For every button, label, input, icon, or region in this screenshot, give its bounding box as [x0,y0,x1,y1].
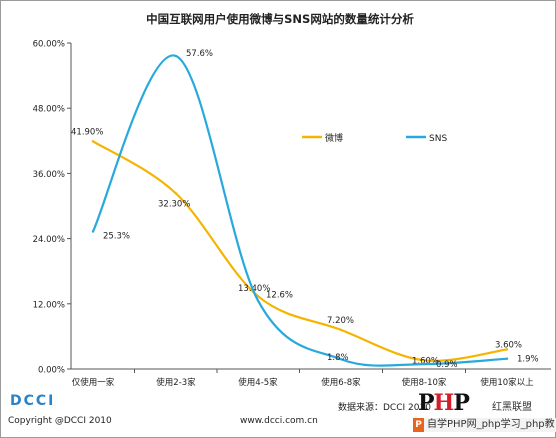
data-label: 32.30% [158,200,190,210]
y-tick-label: 48.00% [33,105,65,115]
axes: 0.00% 12.00% 24.00% 36.00% 48.00% 60.00% 仅使用一家… [33,40,551,388]
y-tick-label: 24.00% [33,235,65,245]
data-point [91,230,95,233]
data-point [505,348,509,351]
watermark-logo: PHP [418,390,470,416]
y-tick-label: 36.00% [33,170,65,180]
data-point [422,359,426,362]
y-tick-label: 12.00% [33,300,65,310]
series-line-weibo [91,140,509,362]
watermark-mark: 红黑联盟 [492,402,532,413]
data-point [256,299,260,302]
data-label: 7.20% [327,316,354,326]
legend-label-weibo: 微博 [325,132,343,144]
watermark-subtitle: 自学PHP网_php学习_php教 [413,418,556,432]
data-point [422,362,426,366]
copyright-text: Copyright @DCCI 2010 [8,416,112,426]
x-tick-label: 使用8-10家 [402,377,447,388]
y-tick-label: 60.00% [33,40,65,50]
data-label: 57.6% [186,49,213,59]
data-label: 0.9% [436,360,458,370]
data-label: 41.90% [71,127,103,137]
legend-label-sns: SNS [429,134,447,144]
data-label: 1.9% [517,355,539,365]
x-tick-label: 使用4-5家 [238,377,278,388]
chart-title: 中国互联网用户使用微博与SNS网站的数量统计分析 [146,12,414,26]
data-label: 3.60% [495,340,522,350]
x-tick-label: 使用2-3家 [156,377,196,388]
data-point [174,54,178,58]
series-layer: 41.90% 32.30% 13.40% 7.20% 1.60% 3.60% 25.3% 57… [71,49,539,370]
data-label: 12.6% [266,291,293,301]
legend: 微博 SNS [302,132,447,144]
data-label: 25.3% [103,232,130,242]
dcci-logo: DCCI [10,393,56,409]
data-point [256,294,260,298]
y-tick-label: 0.00% [38,366,65,376]
data-point [339,328,343,332]
series-line-sns [91,54,509,367]
data-point [339,358,343,361]
x-tick-label: 仅使用一家 [72,377,115,388]
website-text: www.dcci.com.cn [240,416,318,426]
data-label: 1.8% [327,353,349,363]
x-tick-label: 使用10家以上 [480,377,534,388]
data-point [174,192,178,195]
data-label: 13.40% [238,284,270,294]
x-tick-label: 使用6-8家 [321,377,361,388]
data-point [91,140,95,143]
data-point [505,357,509,360]
data-label: 1.60% [412,356,439,366]
data-source-text: 数据来源：DCCI 2010 [338,403,431,413]
